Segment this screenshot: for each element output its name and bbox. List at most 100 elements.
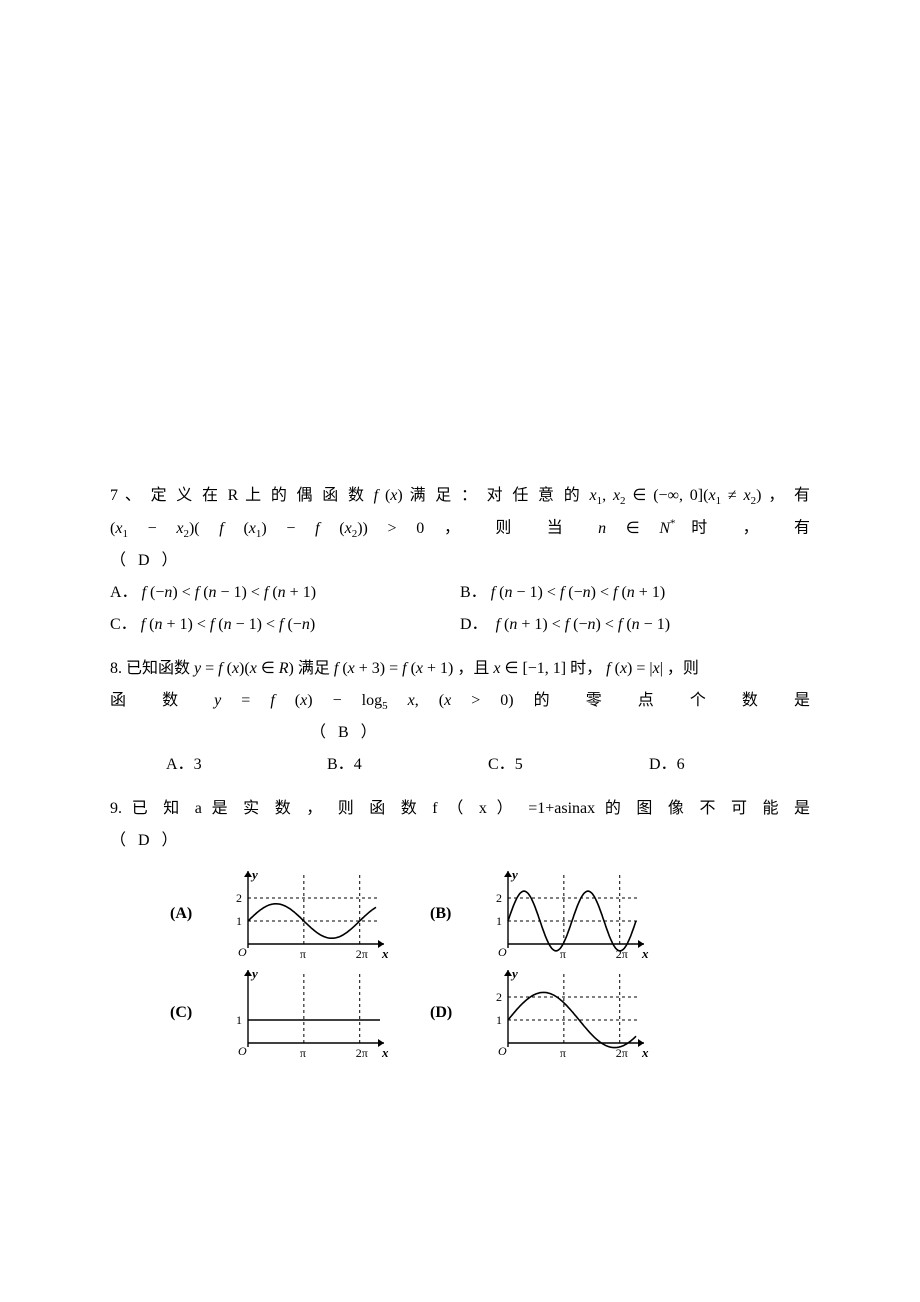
q7-number: 7 、: [110, 487, 144, 504]
svg-text:1: 1: [496, 1013, 502, 1027]
q8-option-d: D．6: [649, 749, 810, 781]
q8-opt-b-val: 4: [354, 756, 362, 773]
q9-answer-line: （ D ）: [110, 825, 810, 857]
q9-number: 9.: [110, 800, 122, 817]
q8-text11: 个: [690, 692, 722, 709]
q8-text12: 数: [742, 692, 774, 709]
q7-text5: 则: [495, 520, 527, 537]
q8-fx2: y = f (x) − log5 x, (x > 0): [214, 692, 514, 709]
svg-text:2π: 2π: [356, 947, 368, 961]
q8-domain: x ∈ [−1, 1]: [493, 660, 566, 677]
svg-text:y: y: [510, 966, 518, 981]
q8-number: 8.: [110, 660, 122, 677]
svg-text:2: 2: [496, 891, 502, 905]
q8-text10: 点: [638, 692, 670, 709]
q9-diagram-b: Oxyπ2π12: [480, 867, 650, 962]
q7-text8: ，: [743, 520, 775, 537]
svg-text:y: y: [510, 867, 518, 882]
svg-text:2π: 2π: [356, 1046, 368, 1060]
q9-row2: (C) Oxyπ2π1 (D) Oxyπ2π12: [170, 966, 810, 1061]
q7-text9: 有: [794, 520, 810, 537]
q9-diag-a-label: (A): [170, 898, 220, 930]
q7-cond: x1, x2 ∈ (−∞, 0](x1 ≠ x2): [589, 487, 761, 504]
q7-option-b: B． f (n − 1) < f (−n) < f (n + 1): [460, 577, 810, 609]
svg-text:1: 1: [236, 1013, 242, 1027]
svg-text:π: π: [560, 1046, 566, 1060]
svg-text:1: 1: [236, 914, 242, 928]
q7-text7: 时: [676, 520, 723, 537]
q8-text9: 零: [586, 692, 618, 709]
q8-text1: 已知函数: [126, 660, 190, 677]
q7-line1: 7 、 定 义 在 R 上 的 偶 函 数 f (x) 满 足 ： 对 任 意 …: [110, 480, 810, 512]
q7-text4: ，: [444, 520, 476, 537]
q7-text6: 当: [547, 520, 579, 537]
q7-opt-b-expr: f (n − 1) < f (−n) < f (n + 1): [491, 584, 665, 601]
question-8: 8. 已知函数 y = f (x)(x ∈ R) 满足 f (x + 3) = …: [110, 653, 810, 781]
svg-text:2: 2: [496, 990, 502, 1004]
q9-diagram-a: Ox y π 2π 1 2: [220, 867, 390, 962]
svg-text:x: x: [641, 1045, 649, 1060]
q8-text4: 时，: [570, 660, 602, 677]
q7-options-row1: A． f (−n) < f (n − 1) < f (n + 1) B． f (…: [110, 577, 810, 609]
q8-text5: ，则: [667, 660, 699, 677]
q7-opt-d-label: D．: [460, 616, 488, 633]
q8-text7: 数: [162, 692, 194, 709]
svg-text:2: 2: [236, 891, 242, 905]
q9-diagrams: (A) Oxyπ2π12 (B) Oxyπ2π12 (C) Oxyπ2π1 (D…: [170, 867, 810, 1061]
svg-text:π: π: [300, 947, 306, 961]
q9-diag-c-label: (C): [170, 997, 220, 1029]
q7-opt-a-label: A．: [110, 584, 138, 601]
q9-diagram-d: Oxyπ2π12: [480, 966, 650, 1061]
q8-opt-a-val: 3: [194, 756, 202, 773]
svg-text:x: x: [641, 946, 649, 961]
q7-opt-b-label: B．: [460, 584, 487, 601]
q7-ineq: (x1 − x2)( f (x1) − f (x2)) > 0: [110, 520, 424, 537]
q7-answer-line: （ D ）: [110, 545, 810, 577]
q8-opt-c-val: 5: [515, 756, 523, 773]
q8-answer: （ B ）: [310, 724, 381, 741]
svg-text:x: x: [381, 946, 389, 961]
q7-opt-c-expr: f (n + 1) < f (n − 1) < f (−n): [141, 616, 315, 633]
q7-option-a: A． f (−n) < f (n − 1) < f (n + 1): [110, 577, 460, 609]
svg-text:O: O: [238, 1044, 247, 1058]
q9-diag-b-label: (B): [430, 898, 480, 930]
q8-option-a: A．3: [166, 749, 327, 781]
q9-line1: 9. 已 知 a 是 实 数 ， 则 函 数 f （ x ） =1+asinax…: [110, 793, 810, 825]
q8-option-b: B．4: [327, 749, 488, 781]
q7-line2: (x1 − x2)( f (x1) − f (x2)) > 0 ， 则 当 n …: [110, 512, 810, 545]
q9-text1: 已 知 a 是 实 数 ， 则 函 数 f （ x ） =1+asinax 的 …: [132, 800, 810, 817]
q7-text2: 满 足 ： 对 任 意 的: [410, 487, 583, 504]
q8-text6: 函: [110, 692, 142, 709]
svg-text:O: O: [238, 945, 247, 959]
q8-options-row: A．3 B．4 C．5 D．6: [110, 749, 810, 781]
svg-text:O: O: [498, 1044, 507, 1058]
q8-opt-a-label: A．: [166, 756, 194, 773]
svg-text:1: 1: [496, 914, 502, 928]
q7-option-c: C． f (n + 1) < f (n − 1) < f (−n): [110, 609, 460, 641]
q9-diagram-c: Oxyπ2π1: [220, 966, 390, 1061]
q7-opt-a-expr: f (−n) < f (n − 1) < f (n + 1): [142, 584, 316, 601]
q8-opt-d-val: 6: [677, 756, 685, 773]
question-9: 9. 已 知 a 是 实 数 ， 则 函 数 f （ x ） =1+asinax…: [110, 793, 810, 1061]
q8-line2: 函 数 y = f (x) − log5 x, (x > 0) 的 零 点 个 …: [110, 685, 810, 717]
svg-text:x: x: [381, 1045, 389, 1060]
q8-line1: 8. 已知函数 y = f (x)(x ∈ R) 满足 f (x + 3) = …: [110, 653, 810, 685]
svg-text:O: O: [498, 945, 507, 959]
q7-option-d: D． f (n + 1) < f (−n) < f (n − 1): [460, 609, 810, 641]
q9-diag-d-label: (D): [430, 997, 480, 1029]
q8-opt-d-label: D．: [649, 756, 677, 773]
q8-option-c: C．5: [488, 749, 649, 781]
q7-options-row2: C． f (n + 1) < f (n − 1) < f (−n) D． f (…: [110, 609, 810, 641]
q8-opt-b-label: B．: [327, 756, 354, 773]
q9-answer: （ D ）: [110, 832, 182, 849]
q8-text2: 满足: [298, 660, 330, 677]
q8-fxdef: f (x) = |x|: [606, 660, 663, 677]
q8-text8: 的: [534, 692, 566, 709]
q7-opt-d-expr: f (n + 1) < f (−n) < f (n − 1): [496, 616, 670, 633]
q9-row1: (A) Ox y π 2π 1 2 (B) Ox y π 2π 1 2: [170, 867, 810, 962]
svg-text:y: y: [250, 867, 258, 882]
q7-text1: 定 义 在 R 上 的 偶 函 数: [151, 487, 367, 504]
q7-answer: （ D ）: [110, 552, 182, 569]
q8-text13: 是: [794, 692, 810, 709]
q8-text3: ，且: [457, 660, 489, 677]
